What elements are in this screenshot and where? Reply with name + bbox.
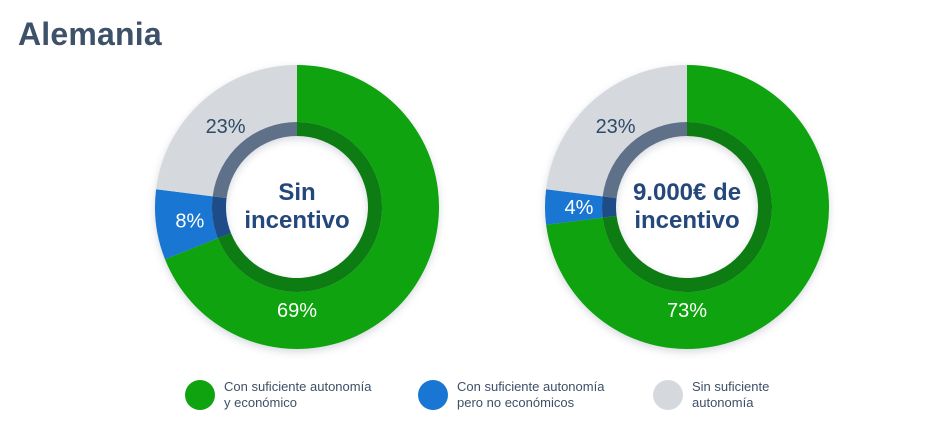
page-title: Alemania	[18, 16, 162, 52]
legend-item-autonomia-no-economico: Con suficiente autonomía pero no económi…	[418, 379, 604, 412]
legend-dot-blue-icon	[418, 380, 448, 411]
legend-label-line: autonomía	[692, 395, 754, 411]
donut-segment	[155, 189, 218, 260]
donut-inner-ring-segment	[602, 122, 687, 199]
donut-inner-ring-segment	[602, 196, 617, 218]
legend-item-sin-autonomia: Sin suficiente autonomía	[653, 379, 769, 412]
legend-item-autonomia-economico: Con suficiente autonomía y económico	[185, 379, 371, 412]
legend-label-line: Con suficiente autonomía	[457, 379, 605, 394]
segment-value-label: 8%	[175, 211, 204, 233]
donut-inner-ring-segment	[212, 122, 297, 199]
segment-value-label: 4%	[565, 197, 594, 219]
legend-label: Con suficiente autonomía pero no económi…	[457, 379, 604, 412]
donut-segment	[545, 189, 603, 225]
segment-value-label: 23%	[206, 116, 246, 138]
legend-label-line: y económico	[224, 395, 297, 411]
segment-value-label: 73%	[667, 300, 707, 322]
legend-dot-gray-icon	[653, 380, 683, 411]
legend-label-line: pero no económicos	[457, 395, 575, 411]
donut-svg-sin-incentivo: 69% 8% 23%	[155, 65, 439, 349]
donut-inner-ring-segment	[212, 196, 231, 239]
donut-segment	[164, 65, 439, 349]
segment-value-label: 69%	[277, 300, 317, 322]
legend-label-line: Sin suficiente	[692, 379, 770, 394]
donut-segment	[546, 65, 687, 197]
donut-segment	[546, 65, 829, 349]
legend-label-line: Con suficiente autonomía	[224, 379, 372, 394]
legend-label: Con suficiente autonomía y económico	[224, 379, 371, 412]
legend-label: Sin suficiente autonomía	[692, 379, 769, 412]
donut-chart-sin-incentivo: 69% 8% 23% Sin incentivo	[152, 62, 442, 352]
donut-svg-9000-incentivo: 73% 4% 23%	[545, 65, 829, 349]
legend-dot-green-icon	[185, 380, 215, 411]
segment-value-label: 23%	[596, 116, 636, 138]
donut-segment	[156, 65, 297, 197]
donut-chart-9000-incentivo: 73% 4% 23% 9.000€ de incentivo	[542, 62, 832, 352]
